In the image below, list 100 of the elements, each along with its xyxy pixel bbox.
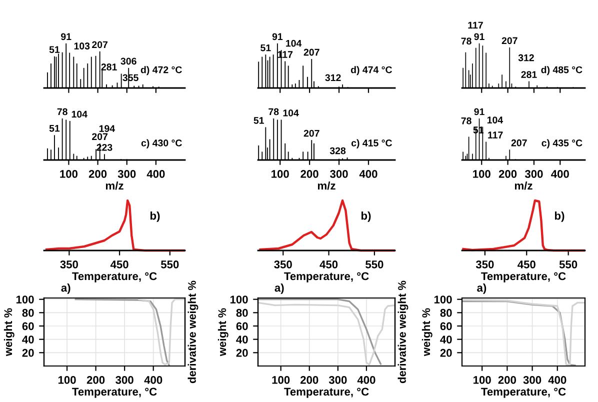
y-tick-label: 40 bbox=[236, 336, 248, 344]
x-tick-label: 550 bbox=[559, 260, 578, 268]
annotation: b) bbox=[150, 212, 160, 222]
annotation: 91 bbox=[474, 108, 484, 116]
y2-axis-title: derivative weight % bbox=[188, 280, 198, 384]
y-tick-label: 60 bbox=[440, 322, 452, 330]
x-tick-label: 550 bbox=[366, 260, 384, 268]
x-tick-label: 100 bbox=[474, 376, 491, 384]
annotation: b) bbox=[361, 212, 371, 222]
annotation: 117 bbox=[468, 22, 483, 29]
annotation: 104 bbox=[72, 110, 88, 118]
x-tick-label: 300 bbox=[118, 170, 136, 178]
x-axis-title: Temperature, °C bbox=[284, 272, 369, 282]
x-tick-label: 550 bbox=[160, 260, 179, 268]
x-tick-label: 200 bbox=[300, 170, 318, 178]
annotation: 328 bbox=[330, 147, 346, 154]
x-axis-title: m/z bbox=[514, 181, 532, 190]
text: a) bbox=[274, 284, 284, 294]
x-tick-label: 300 bbox=[523, 376, 542, 384]
annotation: d) 485 °C bbox=[541, 66, 582, 76]
annotation: 51 bbox=[49, 46, 60, 54]
x-tick-label: 400 bbox=[144, 376, 162, 384]
annotation: c) 430 °C bbox=[141, 139, 182, 148]
annotation: 281 bbox=[521, 71, 537, 78]
annotation: 78 bbox=[268, 108, 279, 116]
y-tick-label: 40 bbox=[440, 336, 452, 344]
x-tick-label: 100 bbox=[58, 376, 76, 384]
x-tick-label: 350 bbox=[274, 260, 292, 268]
x-axis-title: Temperature, °C bbox=[72, 272, 157, 282]
x-axis-title: Temperature, °C bbox=[72, 388, 157, 398]
x-tick-label: 300 bbox=[328, 376, 347, 384]
y-tick-label: 100 bbox=[16, 296, 34, 304]
annotation: 207 bbox=[92, 133, 108, 140]
y-tick-label: 60 bbox=[22, 322, 34, 330]
x-tick-label: 300 bbox=[524, 170, 543, 178]
annotation: 281 bbox=[101, 64, 117, 70]
annotation: 312 bbox=[518, 54, 534, 62]
x-tick-label: 450 bbox=[518, 260, 536, 268]
x-tick-label: 200 bbox=[86, 376, 105, 384]
x-tick-label: 400 bbox=[548, 376, 566, 384]
annotation: c) 415 °C bbox=[351, 139, 392, 148]
x-tick-label: 400 bbox=[357, 376, 376, 384]
annotation: b) bbox=[554, 212, 564, 222]
annotation: 91 bbox=[61, 33, 72, 40]
annotation: 104 bbox=[283, 110, 299, 116]
y-tick-label: 100 bbox=[434, 296, 452, 304]
annotation: 104 bbox=[286, 40, 302, 47]
x-axis-title: m/z bbox=[106, 181, 124, 190]
x-tick-label: 100 bbox=[60, 170, 78, 178]
x-axis-title: Temperature, °C bbox=[481, 388, 566, 398]
y-tick-label: 80 bbox=[236, 308, 248, 317]
text: a) bbox=[61, 284, 70, 294]
annotation: 207 bbox=[304, 48, 320, 56]
annotation: d) 472 °C bbox=[140, 66, 182, 76]
x-tick-label: 100 bbox=[272, 376, 290, 384]
x-tick-label: 200 bbox=[498, 376, 516, 384]
x-tick-label: 200 bbox=[88, 170, 107, 178]
x-axis-title: Temperature, °C bbox=[284, 388, 369, 398]
y-tick-label: 20 bbox=[440, 348, 452, 357]
annotation: 207 bbox=[502, 37, 518, 44]
x-tick-label: 200 bbox=[300, 376, 318, 384]
y-tick-label: 40 bbox=[22, 336, 34, 344]
y2-axis-title: derivative weight % bbox=[398, 280, 408, 384]
annotation: 207 bbox=[304, 130, 320, 137]
annotation: 91 bbox=[474, 33, 484, 40]
x-tick-label: 450 bbox=[110, 260, 128, 268]
annotation: 103 bbox=[74, 42, 90, 50]
annotation: 51 bbox=[260, 44, 271, 52]
annotation: d) 474 °C bbox=[350, 66, 392, 76]
x-tick-label: 400 bbox=[551, 170, 569, 178]
annotation: 78 bbox=[461, 38, 472, 45]
annotation: 51 bbox=[254, 117, 264, 124]
y-tick-label: 20 bbox=[236, 348, 248, 357]
annotation: 306 bbox=[120, 58, 136, 65]
annotation: 104 bbox=[487, 116, 504, 124]
annotation: 207 bbox=[92, 41, 108, 48]
x-tick-label: 200 bbox=[498, 170, 517, 178]
x-tick-label: 350 bbox=[60, 260, 78, 268]
y-tick-label: 60 bbox=[236, 322, 248, 330]
y-tick-label: 20 bbox=[22, 348, 34, 357]
annotation: 194 bbox=[99, 125, 115, 132]
x-axis-title: Temperature, °C bbox=[481, 272, 566, 282]
text: a) bbox=[477, 284, 486, 294]
annotation: 78 bbox=[57, 108, 68, 116]
annotation: 51 bbox=[49, 124, 60, 132]
y-tick-label: 80 bbox=[22, 308, 34, 317]
y-axis-title: weight % bbox=[4, 308, 14, 356]
x-tick-label: 300 bbox=[116, 376, 134, 384]
y-axis-title: weight % bbox=[422, 308, 432, 356]
x-tick-label: 100 bbox=[272, 170, 289, 178]
x-tick-label: 450 bbox=[320, 260, 338, 268]
y-axis-title: weight % bbox=[218, 308, 228, 356]
x-tick-label: 400 bbox=[146, 170, 165, 178]
x-tick-label: 100 bbox=[473, 170, 490, 178]
annotation: 117 bbox=[488, 132, 503, 138]
x-tick-label: 300 bbox=[330, 170, 348, 178]
x-axis-title: m/z bbox=[318, 181, 336, 190]
y-tick-label: 100 bbox=[230, 296, 248, 304]
annotation: 91 bbox=[272, 33, 283, 40]
x-tick-label: 400 bbox=[359, 170, 378, 178]
